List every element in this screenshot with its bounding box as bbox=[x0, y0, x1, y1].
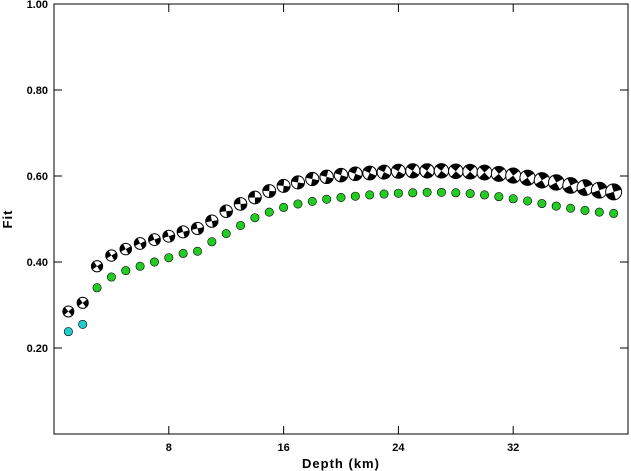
mechanism-beachball bbox=[576, 179, 594, 196]
fit-point-circle bbox=[494, 192, 504, 202]
mechanism-beachball bbox=[262, 184, 277, 198]
fit-point-circle bbox=[106, 272, 116, 282]
mechanism-beachball bbox=[490, 165, 507, 182]
fit-point-circle bbox=[436, 187, 446, 197]
mechanism-beachball bbox=[462, 163, 478, 180]
fit-point-circle bbox=[523, 196, 533, 206]
mechanism-beachball bbox=[90, 260, 104, 273]
mechanism-beachball bbox=[205, 214, 219, 228]
fit-point-circle bbox=[566, 203, 576, 213]
y-tick-label: 0.60 bbox=[27, 171, 48, 183]
mechanism-beachball bbox=[533, 172, 551, 189]
mechanism-beachball bbox=[476, 164, 493, 181]
fit-point-circle bbox=[193, 246, 203, 256]
mechanism-beachball bbox=[419, 163, 435, 179]
mechanism-beachball bbox=[233, 197, 248, 211]
mechanism-beachball bbox=[390, 163, 406, 179]
mechanism-beachball bbox=[148, 233, 161, 247]
fit-point-circle bbox=[422, 187, 432, 197]
fit-point-circle bbox=[250, 213, 260, 223]
y-tick-label: 0.40 bbox=[27, 257, 48, 269]
x-tick-label: 32 bbox=[507, 442, 519, 454]
mechanism-beachball bbox=[548, 174, 565, 191]
mechanism-beachball bbox=[562, 177, 579, 194]
fit-point-circle bbox=[322, 194, 332, 204]
mechanism-beachball bbox=[162, 229, 176, 243]
fit-point-circle bbox=[121, 266, 131, 276]
fit-point-circle bbox=[551, 201, 561, 211]
mechanism-beachball bbox=[119, 242, 133, 256]
fit-point-circle bbox=[207, 237, 217, 247]
mechanism-beachball bbox=[590, 181, 608, 199]
fit-point-circle bbox=[236, 220, 246, 230]
mechanism-beachball bbox=[176, 225, 190, 239]
mechanism-beachball bbox=[76, 296, 89, 309]
mechanism-beachball bbox=[519, 169, 536, 186]
mechanism-beachball bbox=[133, 237, 147, 250]
mechanism-beachball bbox=[290, 175, 306, 190]
mechanism-beachball bbox=[305, 171, 320, 187]
mechanism-beachball bbox=[62, 305, 75, 318]
fit-point-circle bbox=[78, 319, 88, 329]
fit-point-circle bbox=[479, 190, 489, 200]
fit-point-circle bbox=[609, 208, 619, 218]
fit-point-circle bbox=[279, 202, 289, 212]
fit-point-circle bbox=[393, 188, 403, 198]
mechanism-beachball bbox=[190, 221, 205, 236]
mechanism-beachball bbox=[348, 166, 363, 182]
axis-ticks: 8 16 24 32 0.20 0.40 0.60 0.80 1.00 bbox=[27, 0, 628, 454]
mechanism-beachball bbox=[248, 190, 262, 205]
mechanism-beachball bbox=[505, 167, 522, 184]
fit-point-circle bbox=[365, 190, 375, 200]
fit-point-circle bbox=[178, 248, 188, 258]
x-tick-label: 8 bbox=[166, 442, 172, 454]
fit-point-circle bbox=[92, 283, 102, 293]
fit-point-circle bbox=[379, 189, 389, 199]
fit-point-circle bbox=[508, 194, 518, 204]
plot-frame bbox=[53, 3, 629, 435]
fit-point-circle bbox=[350, 191, 360, 201]
x-tick-label: 16 bbox=[277, 442, 289, 454]
fit-point-circle bbox=[408, 188, 418, 198]
fit-point-circle bbox=[135, 261, 145, 271]
fit-point-circle bbox=[465, 189, 475, 199]
mechanism-beachball bbox=[276, 178, 291, 193]
fit-point-circle bbox=[264, 207, 274, 217]
mechanism-beachball bbox=[219, 204, 233, 218]
fit-point-circle bbox=[594, 207, 604, 217]
fit-point-circle bbox=[307, 196, 317, 206]
x-tick-label: 24 bbox=[392, 442, 405, 454]
mechanism-beachball bbox=[376, 164, 392, 180]
y-tick-label: 1.00 bbox=[27, 0, 48, 11]
mechanism-beachball bbox=[448, 163, 464, 180]
mechanism-beachball bbox=[319, 169, 334, 185]
y-tick-label: 0.20 bbox=[27, 343, 48, 355]
fit-point-circle bbox=[537, 199, 547, 209]
mechanism-beachball bbox=[333, 167, 349, 183]
y-tick-label: 0.80 bbox=[27, 85, 48, 97]
fit-point-circle bbox=[221, 229, 231, 239]
plot-marks bbox=[62, 163, 623, 337]
fit-point-circle bbox=[149, 257, 159, 267]
fit-point-circle bbox=[164, 253, 174, 263]
y-axis-title: Fit bbox=[0, 210, 15, 229]
fit-point-circle bbox=[63, 327, 73, 337]
fit-point-circle bbox=[293, 199, 303, 209]
mechanism-beachball bbox=[433, 163, 450, 179]
mechanism-beachball bbox=[105, 249, 118, 262]
x-axis-title: Depth (km) bbox=[302, 456, 380, 471]
fit-point-circle bbox=[336, 193, 346, 203]
mechanism-beachball bbox=[605, 183, 623, 201]
mechanism-beachball bbox=[362, 165, 378, 181]
mechanism-beachball bbox=[405, 163, 421, 179]
fit-point-circle bbox=[451, 188, 461, 198]
fit-point-circle bbox=[580, 205, 590, 215]
